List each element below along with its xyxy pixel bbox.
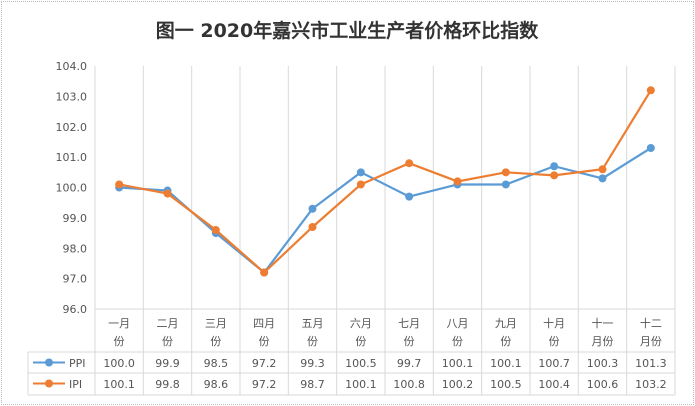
x-tick-label: 十月 <box>543 316 565 330</box>
data-point-ipi <box>598 165 607 174</box>
data-point-ipi <box>308 222 317 231</box>
table-cell: 100.3 <box>587 357 619 370</box>
table-cell: 103.2 <box>635 378 667 391</box>
series-line-ppi <box>119 147 652 275</box>
data-point-ipi <box>405 159 414 168</box>
legend-marker-ppi <box>45 358 53 367</box>
y-tick-label: 100.0 <box>56 182 88 195</box>
data-point-ipi <box>550 171 559 180</box>
y-tick-label: 102.0 <box>56 121 88 134</box>
x-tick-label: 份 <box>162 335 173 348</box>
data-point-ipi <box>115 180 124 189</box>
data-point-ipi <box>646 86 655 95</box>
legend-label: PPI <box>69 357 86 370</box>
data-point-ppi <box>550 162 559 171</box>
table-cell: 100.5 <box>345 357 377 370</box>
x-tick-label: 七月 <box>398 317 420 330</box>
table-cell: 98.6 <box>204 378 229 391</box>
x-tick-label: 份 <box>307 335 318 348</box>
data-point-ipi <box>163 189 172 198</box>
legend-label: IPI <box>69 378 82 391</box>
table-cell: 98.7 <box>300 378 325 391</box>
x-tick-label: 一月 <box>108 317 130 330</box>
x-tick-label: 份 <box>452 335 463 348</box>
x-tick-label: 份 <box>114 335 125 348</box>
table-cell: 101.3 <box>635 357 667 370</box>
x-tick-label: 份 <box>404 335 415 348</box>
table-cell: 100.1 <box>490 357 522 370</box>
y-tick-label: 97.0 <box>63 273 88 286</box>
x-tick-label: 四月 <box>253 317 275 330</box>
data-point-ipi <box>356 180 365 189</box>
y-tick-label: 96.0 <box>63 303 88 316</box>
table-cell: 100.5 <box>490 378 522 391</box>
y-tick-label: 103.0 <box>56 90 88 103</box>
data-point-ipi <box>260 268 269 277</box>
data-point-ppi <box>598 174 607 183</box>
table-cell: 99.7 <box>397 357 422 370</box>
x-tick-label: 十一 <box>592 316 614 330</box>
data-point-ipi <box>501 168 510 177</box>
table-cell: 99.9 <box>155 357 180 370</box>
table-cell: 99.3 <box>300 357 325 370</box>
data-point-ppi <box>356 168 365 177</box>
y-tick-label: 99.0 <box>63 212 88 225</box>
data-point-ppi <box>501 180 510 189</box>
x-tick-label: 二月 <box>157 317 179 330</box>
x-tick-label: 份 <box>210 335 221 348</box>
x-tick-label: 份 <box>259 335 270 348</box>
table-cell: 100.1 <box>345 378 377 391</box>
x-tick-label: 份 <box>355 335 366 348</box>
x-tick-label: 三月 <box>205 317 227 330</box>
table-cell: 100.4 <box>538 378 570 391</box>
x-tick-label: 九月 <box>495 317 517 330</box>
x-tick-label: 份 <box>549 335 560 348</box>
x-tick-label: 月份 <box>592 335 614 348</box>
table-cell: 99.8 <box>155 378 180 391</box>
table-cell: 97.2 <box>252 357 277 370</box>
table-cell: 100.2 <box>442 378 474 391</box>
data-point-ppi <box>646 144 655 153</box>
x-tick-label: 月份 <box>640 335 662 348</box>
table-cell: 100.1 <box>442 357 474 370</box>
table-cell: 97.2 <box>252 378 277 391</box>
table-cell: 100.8 <box>393 378 425 391</box>
x-tick-label: 八月 <box>447 317 469 330</box>
y-tick-label: 104.0 <box>56 60 88 73</box>
data-point-ppi <box>405 192 414 201</box>
table-cell: 100.7 <box>538 357 570 370</box>
y-tick-label: 98.0 <box>63 242 88 255</box>
data-point-ppi <box>308 204 317 213</box>
data-point-ipi <box>453 177 462 186</box>
y-tick-label: 101.0 <box>56 151 88 164</box>
chart-title: 图一 2020年嘉兴市工业生产者价格环比指数 <box>156 19 539 42</box>
series-line-ipi <box>118 89 652 275</box>
x-tick-label: 十二 <box>640 316 662 330</box>
x-tick-label: 六月 <box>350 317 372 330</box>
table-cell: 100.0 <box>103 357 135 370</box>
table-cell: 100.6 <box>587 378 619 391</box>
legend-marker-ipi <box>45 379 53 388</box>
table-cell: 98.5 <box>204 357 229 370</box>
table-cell: 100.1 <box>103 378 135 391</box>
x-tick-label: 五月 <box>302 317 324 330</box>
x-tick-label: 份 <box>500 335 511 348</box>
data-point-ipi <box>211 226 220 235</box>
